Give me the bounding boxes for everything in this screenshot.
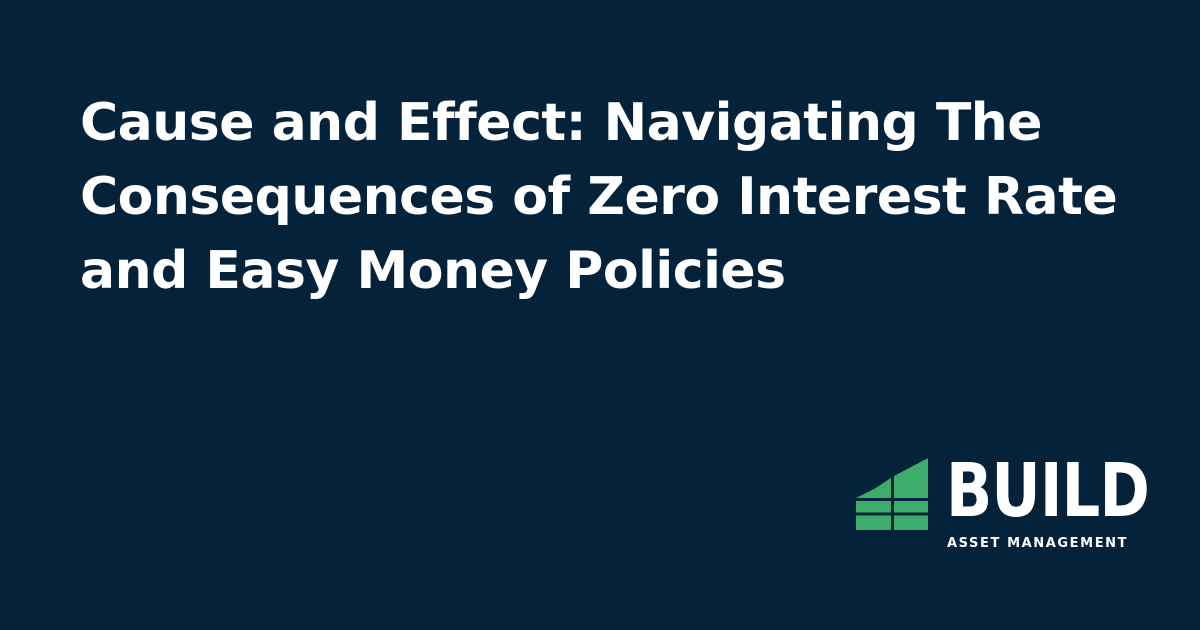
build-asset-management-logo: BUILD ASSET MANAGEMENT [856, 450, 1150, 554]
logo-wordmark: BUILD [946, 448, 1150, 534]
article-title-line-2: Consequences of Zero Interest Rate [80, 167, 1118, 227]
green-stepped-building-icon [856, 458, 928, 530]
article-title: Cause and Effect: Navigating The Consequ… [80, 86, 1140, 308]
article-title-line-1: Cause and Effect: Navigating The [80, 93, 1043, 153]
article-title-line-3: and Easy Money Policies [80, 241, 786, 301]
logo-tagline: ASSET MANAGEMENT [947, 536, 1129, 551]
